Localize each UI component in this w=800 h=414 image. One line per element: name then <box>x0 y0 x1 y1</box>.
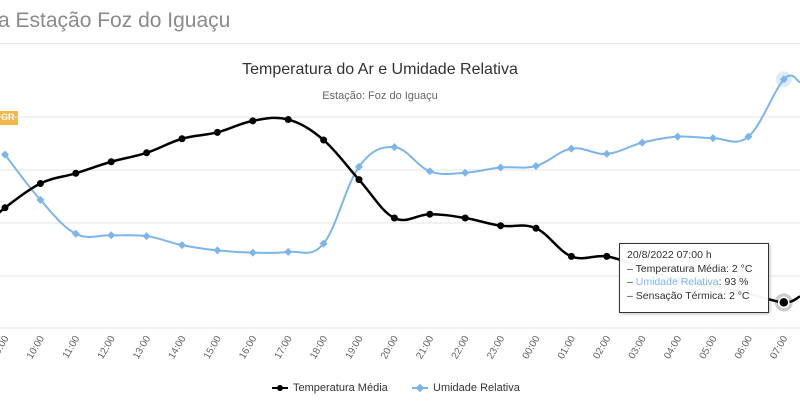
temperature-point <box>1 204 9 212</box>
humidity-point <box>71 229 80 238</box>
chart-subtitle: Estação: Foz do Iguaçu <box>322 90 438 102</box>
humidity-point <box>36 195 45 204</box>
x-tick-label: 13:00 <box>131 334 153 362</box>
tooltip-label: Sensação Térmica <box>635 289 724 302</box>
x-tick-label: 12:00 <box>96 334 118 362</box>
temperature-point <box>426 210 434 218</box>
x-tick-label: 16:00 <box>237 334 259 362</box>
temperature-point-active <box>778 296 790 309</box>
temperature-point <box>390 214 398 222</box>
x-tick-label: 23:00 <box>485 334 507 362</box>
x-tick-label: 09:00 <box>0 334 12 362</box>
x-tick-label: 00:00 <box>521 334 543 362</box>
tooltip-row-humidity: – Umidade Relativa: 93 % <box>627 276 749 288</box>
x-tick-label: 20:00 <box>379 334 401 362</box>
tooltip: 20/8/2022 07:00 h – Temperatura Média: 2… <box>619 243 769 313</box>
humidity-point <box>213 246 222 255</box>
temperature-point <box>532 224 540 232</box>
temperature-point <box>213 128 221 136</box>
humidity-point <box>142 232 151 241</box>
legend-label-temperature: Temperatura Média <box>293 382 388 394</box>
legend-swatch-humidity <box>412 382 428 394</box>
legend-item-temperature[interactable]: Temperatura Média <box>272 380 388 396</box>
humidity-point <box>390 143 399 152</box>
x-tick-label: 05:00 <box>698 334 720 362</box>
humidity-point <box>532 161 540 170</box>
humidity-line <box>4 74 800 254</box>
humidity-point <box>107 231 116 240</box>
x-tick-label: 03:00 <box>627 334 649 362</box>
tooltip-date: 20/8/2022 07:00 h <box>627 249 712 261</box>
temperature-point <box>320 136 328 144</box>
humidity-point <box>355 162 363 171</box>
temperature-point <box>461 214 469 222</box>
humidity-point <box>496 163 505 172</box>
humidity-point <box>744 132 753 141</box>
tooltip-value: 2 °C <box>731 262 753 275</box>
temperature-point <box>497 222 505 230</box>
temperature-point <box>284 116 292 124</box>
tooltip-label: Umidade Relativa <box>635 276 719 288</box>
tooltip-row-feels-like: – Sensação Térmica: 2 °C <box>627 289 750 302</box>
humidity-point <box>567 144 576 153</box>
x-tick-label: 15:00 <box>202 334 224 362</box>
x-tick-label: 22:00 <box>450 334 472 362</box>
x-tick-label: 18:00 <box>308 334 330 362</box>
humidity-point <box>284 247 293 256</box>
humidity-point <box>779 75 788 84</box>
x-tick-label: 14:00 <box>167 334 189 362</box>
humidity-point <box>1 150 9 159</box>
x-tick-label: 04:00 <box>662 334 684 362</box>
legend-swatch-temperature <box>272 382 288 394</box>
temperature-point <box>603 252 611 260</box>
tooltip-value: 2 °C <box>728 289 750 302</box>
temperature-point <box>36 179 44 187</box>
x-tick-label: 07:00 <box>768 334 790 362</box>
page-header: a Estação Foz do Iguaçu <box>0 0 800 44</box>
station-title: a Estação Foz do Iguaçu <box>0 9 231 32</box>
humidity-point <box>319 239 328 248</box>
humidity-point <box>709 134 717 143</box>
humidity-point <box>425 167 434 176</box>
x-tick-label: 11:00 <box>61 334 83 361</box>
legend-item-humidity[interactable]: Umidade Relativa <box>412 380 520 396</box>
temperature-point <box>107 158 115 166</box>
temperature-point <box>143 149 151 157</box>
humidity-point <box>638 138 647 147</box>
legend: Temperatura Média Umidade Relativa <box>0 380 800 396</box>
x-tick-label: 21:00 <box>414 334 436 362</box>
tooltip-label: Temperatura Média <box>635 262 727 275</box>
tooltip-row-temperature: – Temperatura Média: 2 °C <box>627 262 753 275</box>
temperature-point <box>72 169 80 177</box>
x-tick-label: 10:00 <box>25 334 47 362</box>
temperature-point <box>355 176 363 184</box>
humidity-point-hover <box>775 71 792 88</box>
humidity-point <box>178 241 186 250</box>
humidity-point <box>673 132 682 141</box>
x-tick-label: 19:00 <box>344 334 366 362</box>
humidity-point <box>248 248 257 257</box>
chart-title: Temperatura do Ar e Umidade Relativa <box>242 61 518 78</box>
legend-label-humidity: Umidade Relativa <box>433 382 520 394</box>
humidity-point <box>461 168 470 177</box>
x-tick-label: 06:00 <box>733 334 755 362</box>
temperature-point <box>178 135 186 143</box>
x-tick-label: 17:00 <box>273 334 295 362</box>
temperature-point <box>249 117 257 125</box>
humidity-point <box>602 149 611 158</box>
x-tick-label: 02:00 <box>591 334 613 362</box>
x-tick-label: 01:00 <box>556 334 578 362</box>
temperature-point <box>567 252 575 260</box>
tooltip-value: 93 % <box>724 276 749 288</box>
